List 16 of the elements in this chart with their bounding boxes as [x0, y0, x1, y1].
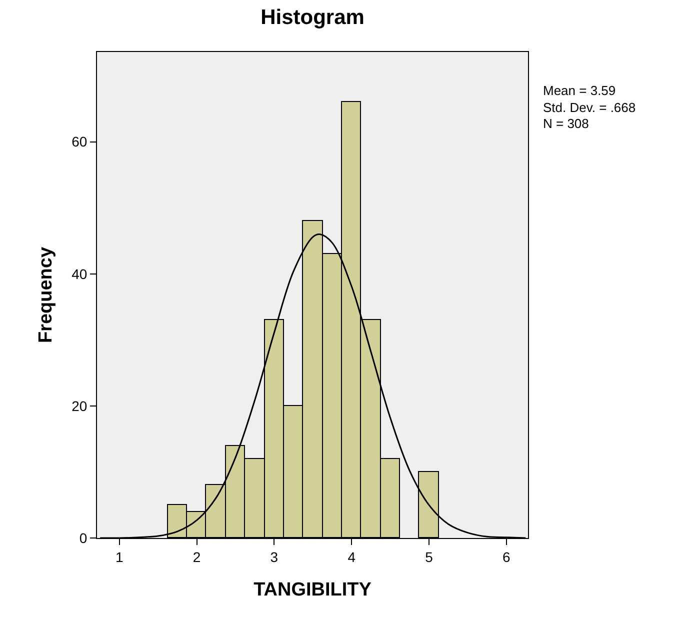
x-tick-label: 4: [348, 548, 356, 565]
y-tick-label: 60: [72, 134, 88, 150]
text: Mean = 3.59: [543, 83, 616, 98]
y-tick-label: 0: [79, 530, 88, 546]
text: N = 308: [543, 116, 589, 131]
y-tick-label: 20: [72, 398, 88, 414]
y-axis-title: Frequency: [35, 246, 56, 344]
text: Std. Dev. = .668: [543, 100, 636, 115]
x-tick-label: 6: [502, 548, 510, 565]
x-tick-label: 3: [270, 548, 278, 565]
x-tick-label: 5: [425, 548, 434, 565]
x-tick-label: 1: [116, 548, 124, 565]
x-axis-title: TANGIBILITY: [254, 580, 372, 601]
x-tick-label: 2: [192, 548, 201, 565]
chart-title: Histogram: [260, 6, 364, 30]
y-tick-label: 40: [72, 266, 88, 282]
